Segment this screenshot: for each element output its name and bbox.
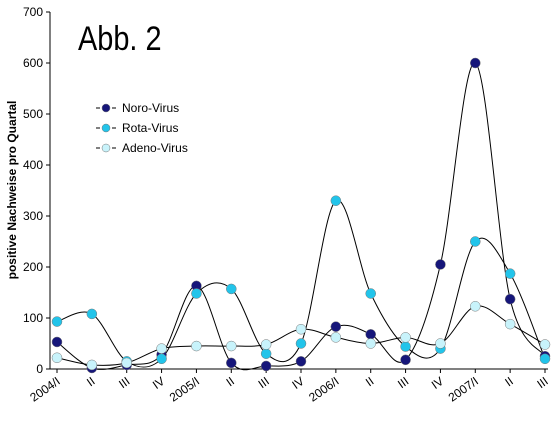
data-point: [365, 338, 376, 349]
x-tick-label: III: [395, 374, 411, 391]
data-point: [330, 195, 342, 206]
data-point: [504, 268, 516, 279]
x-tick-label: 2005/I: [167, 374, 202, 405]
data-point: [295, 323, 307, 335]
data-point: [191, 340, 202, 352]
data-point: [260, 339, 272, 350]
y-axis-label: positive Nachweise pro Quartal: [5, 101, 19, 280]
legend-marker: [101, 143, 111, 153]
y-tick-label: 0: [36, 362, 43, 376]
legend-label: Rota-Virus: [122, 121, 178, 135]
data-point: [226, 357, 237, 369]
data-point: [86, 359, 98, 371]
x-tick-label: II: [502, 374, 515, 389]
x-tick-label: IV: [429, 374, 446, 392]
y-tick-label: 600: [23, 56, 43, 70]
x-tick-label: II: [363, 374, 376, 389]
data-point: [156, 343, 167, 354]
data-point: [295, 356, 307, 367]
data-point: [435, 259, 446, 270]
data-point: [470, 236, 481, 247]
data-point: [51, 352, 63, 364]
x-tick-label: II: [224, 374, 237, 389]
data-point: [226, 283, 237, 295]
legend-label: Noro-Virus: [122, 101, 179, 115]
data-point: [504, 318, 516, 330]
x-tick-label: III: [534, 374, 550, 391]
chart-title: Abb. 2: [78, 19, 162, 58]
legend-marker: [101, 123, 111, 133]
data-point: [435, 338, 446, 349]
data-point: [330, 332, 342, 343]
data-point: [470, 57, 481, 69]
data-point: [400, 341, 411, 352]
data-point: [156, 353, 167, 365]
y-tick-label: 100: [23, 311, 43, 325]
data-point: [504, 293, 516, 305]
data-point: [86, 308, 98, 320]
data-point: [121, 357, 132, 369]
data-point: [365, 288, 376, 299]
data-point: [539, 353, 551, 365]
x-tick-label: III: [116, 374, 132, 391]
data-point: [51, 316, 63, 327]
data-point: [191, 288, 202, 299]
data-point: [365, 329, 376, 340]
x-tick-label: II: [84, 374, 97, 389]
legend-marker: [101, 103, 111, 113]
x-tick-label: IV: [150, 374, 167, 392]
y-tick-label: 700: [23, 5, 43, 19]
x-tick-label: 2007/I: [446, 374, 481, 405]
y-tick-label: 200: [23, 260, 43, 274]
x-tick-label: 2006/I: [306, 374, 341, 405]
data-point: [51, 336, 63, 348]
data-point: [260, 348, 272, 359]
data-point: [400, 332, 411, 343]
legend-label: Adeno-Virus: [122, 141, 188, 155]
data-point: [539, 339, 551, 350]
y-tick-label: 500: [23, 107, 43, 121]
x-tick-label: IV: [289, 374, 306, 392]
x-tick-label: III: [256, 374, 272, 391]
y-tick-label: 400: [23, 158, 43, 172]
x-tick-label: 2004/I: [27, 374, 62, 405]
data-point: [330, 321, 342, 332]
data-point: [295, 338, 307, 349]
data-point: [226, 340, 237, 352]
y-tick-label: 300: [23, 209, 43, 223]
series-line: [56, 199, 546, 368]
data-point: [400, 354, 411, 366]
data-point: [260, 360, 272, 372]
data-point: [470, 301, 481, 312]
